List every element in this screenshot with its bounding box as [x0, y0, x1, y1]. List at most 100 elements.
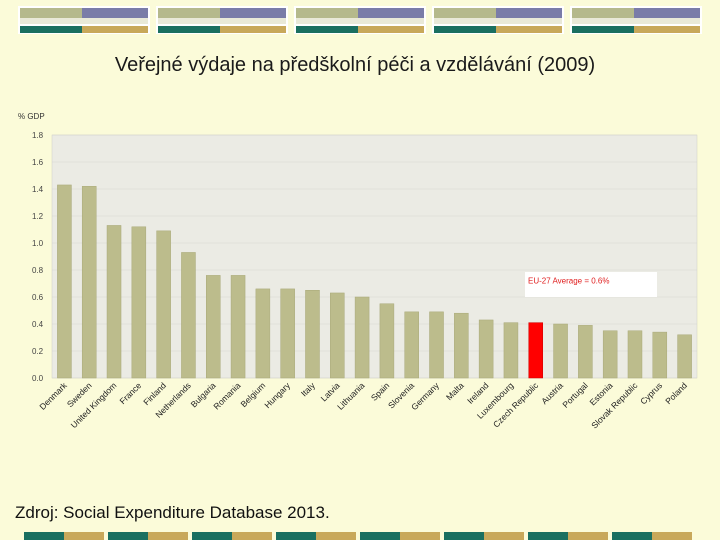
deco-block — [496, 8, 562, 18]
deco-block — [158, 18, 286, 24]
deco-block — [444, 532, 484, 540]
deco-block — [24, 532, 64, 540]
y-tick-label: 0.2 — [32, 347, 44, 356]
top-decoration-bar — [18, 6, 702, 34]
deco-block — [64, 532, 104, 540]
bar-sweden — [81, 186, 97, 379]
plot-area — [51, 134, 698, 379]
y-tick-label: 1.2 — [32, 212, 44, 221]
x-tick-label: Poland — [663, 380, 689, 406]
bar-lithuania — [354, 296, 370, 379]
y-tick-label: 1.4 — [32, 185, 44, 194]
deco-block — [296, 26, 358, 33]
y-tick-label: 1.8 — [32, 131, 44, 140]
deco-block — [158, 8, 220, 18]
bar-poland — [677, 334, 692, 379]
x-tick-label: Cyprus — [638, 380, 664, 406]
y-tick-label: 0.0 — [32, 374, 44, 383]
bar-france — [131, 226, 147, 379]
deco-block — [220, 26, 286, 33]
bar-estonia — [602, 330, 618, 379]
deco-block — [568, 532, 608, 540]
bar-slovenia — [404, 311, 419, 379]
deco-block — [276, 532, 316, 540]
bar-spain — [379, 303, 395, 379]
bottom-decoration-bar — [24, 532, 692, 540]
bar-netherlands — [181, 252, 196, 379]
bar-hungary — [280, 288, 295, 379]
deco-block — [316, 532, 356, 540]
deco-block — [484, 532, 524, 540]
x-tick-label: Malta — [444, 380, 466, 402]
deco-block — [20, 8, 82, 18]
deco-block — [572, 18, 700, 24]
x-tick-label: Germany — [409, 380, 441, 412]
x-tick-label: Czech Republic — [491, 380, 541, 430]
x-tick-label: United Kingdom — [69, 380, 119, 430]
bars — [57, 184, 692, 379]
bar-romania — [230, 275, 246, 379]
deco-block — [572, 26, 634, 33]
deco-block — [108, 532, 148, 540]
deco-block — [434, 18, 562, 24]
bar-bulgaria — [206, 275, 221, 379]
x-tick-label: Portugal — [560, 380, 590, 410]
eu-average-annotation: EU-27 Average = 0.6% — [528, 277, 609, 286]
bar-malta — [454, 312, 469, 379]
bar-portugal — [578, 325, 593, 379]
deco-block — [358, 26, 424, 33]
y-tick-label: 0.6 — [32, 293, 44, 302]
bar-chart: % GDP 0.0 0.2 0.4 0.6 0.8 1.0 1.2 1.4 1.6 1.8 Den… — [18, 112, 698, 431]
bar-cyprus — [652, 331, 668, 379]
bar-slovak-republic — [627, 330, 643, 379]
y-axis-label: % GDP — [18, 112, 45, 121]
deco-block — [360, 532, 400, 540]
x-tick-label: Lithuania — [335, 380, 367, 412]
deco-block — [82, 8, 148, 18]
deco-block — [652, 532, 692, 540]
x-tick-label: France — [117, 380, 143, 406]
deco-block — [20, 26, 82, 33]
deco-block — [82, 26, 148, 33]
x-tick-label: Denmark — [37, 380, 69, 412]
y-tick-label: 0.8 — [32, 266, 44, 275]
annotation-box: EU-27 Average = 0.6% — [525, 272, 657, 297]
x-tick-label: Spain — [369, 380, 392, 403]
deco-block — [634, 26, 700, 33]
deco-block — [296, 18, 424, 24]
deco-block — [192, 532, 232, 540]
deco-block — [572, 8, 634, 18]
slide-title: Veřejné výdaje na předškolní péči a vzdě… — [114, 54, 596, 76]
bar-austria — [553, 323, 568, 379]
bar-denmark — [57, 184, 72, 379]
bar-united-kingdom — [106, 225, 122, 379]
deco-block — [220, 8, 286, 18]
x-tick-label: Hungary — [262, 380, 292, 410]
bar-luxembourg — [503, 322, 519, 379]
y-tick-labels: 0.0 0.2 0.4 0.6 0.8 1.0 1.2 1.4 1.6 1.8 — [32, 131, 44, 383]
bar-finland — [156, 230, 171, 379]
deco-block — [434, 26, 496, 33]
source-note: Zdroj: Social Expenditure Database 2013. — [15, 503, 330, 522]
bar-germany — [429, 311, 444, 379]
y-tick-label: 1.0 — [32, 239, 44, 248]
deco-block — [528, 532, 568, 540]
x-tick-label: Latvia — [319, 380, 342, 403]
deco-block — [400, 532, 440, 540]
deco-block — [148, 532, 188, 540]
deco-block — [296, 8, 358, 18]
deco-block — [496, 26, 562, 33]
deco-block — [20, 18, 148, 24]
deco-block — [434, 8, 496, 18]
deco-block — [158, 26, 220, 33]
bar-belgium — [255, 288, 271, 379]
x-tick-label: Italy — [299, 380, 318, 399]
deco-block — [612, 532, 652, 540]
bar-czech-republic — [528, 322, 543, 379]
y-tick-label: 1.6 — [32, 158, 44, 167]
deco-block — [232, 532, 272, 540]
x-tick-label: Romania — [211, 380, 242, 411]
y-tick-label: 0.4 — [32, 320, 44, 329]
bar-ireland — [478, 319, 494, 379]
